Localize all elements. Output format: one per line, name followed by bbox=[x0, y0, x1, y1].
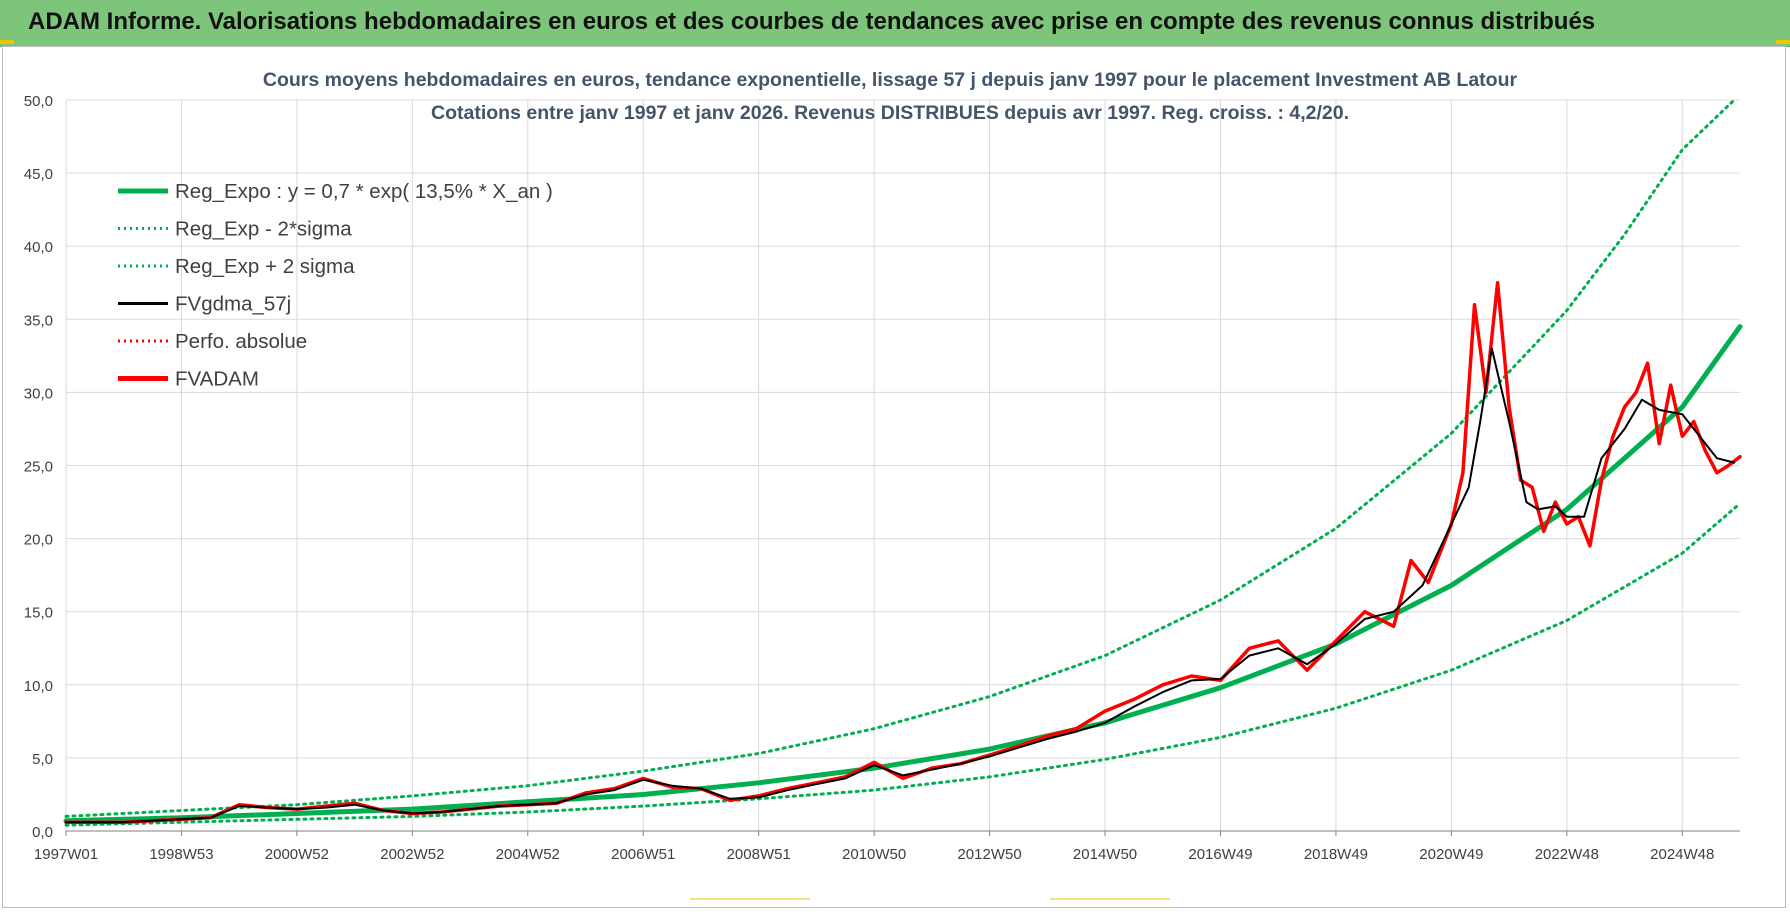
x-tick-label: 2018W49 bbox=[1304, 846, 1368, 863]
x-tick-label: 2000W52 bbox=[265, 846, 329, 863]
x-tick-label: 2012W50 bbox=[957, 846, 1021, 863]
x-tick-label: 2002W52 bbox=[380, 846, 444, 863]
report-header: ADAM Informe. Valorisations hebdomadaire… bbox=[0, 0, 1790, 47]
bottom-marker-1 bbox=[690, 898, 810, 900]
y-tick-label: 40,0 bbox=[24, 239, 53, 256]
y-tick-label: 0,0 bbox=[32, 824, 53, 841]
x-tick-label: 2020W49 bbox=[1419, 846, 1483, 863]
y-tick-label: 35,0 bbox=[24, 312, 53, 329]
corner-marker-right bbox=[1776, 40, 1790, 44]
y-tick-label: 50,0 bbox=[24, 93, 53, 110]
chart-subtitle: Cotations entre janv 1997 et janv 2026. … bbox=[431, 102, 1349, 124]
legend-label: FVgdma_57j bbox=[175, 293, 291, 316]
series-reg-expo bbox=[63, 324, 1743, 824]
series-fvgdma-57j bbox=[65, 347, 1736, 824]
chart-title: Cours moyens hebdomadaires en euros, ten… bbox=[263, 69, 1518, 91]
legend-label: Reg_Exp + 2 sigma bbox=[175, 255, 355, 278]
grid bbox=[65, 99, 1740, 832]
y-tick-label: 30,0 bbox=[24, 385, 53, 402]
x-tick-label: 2016W49 bbox=[1188, 846, 1252, 863]
corner-marker-left bbox=[0, 40, 14, 44]
legend-label: FVADAM bbox=[175, 368, 259, 391]
x-tick-label: 2004W52 bbox=[496, 846, 560, 863]
series-reg-exp-2-sigma bbox=[64, 98, 1736, 818]
report-title: ADAM Informe. Valorisations hebdomadaire… bbox=[28, 8, 1596, 35]
x-tick-label: 2010W50 bbox=[842, 846, 906, 863]
axes: 0,0 5,0 10,0 15,0 20,0 25,0 30,0 35,0 40,0 45,0 50… bbox=[24, 93, 1740, 863]
x-tick-label: 2024W48 bbox=[1650, 846, 1714, 863]
legend-label: Perfo. absolue bbox=[175, 330, 307, 353]
series-reg-exp-2-sigma bbox=[64, 502, 1742, 827]
bottom-marker-2 bbox=[1050, 898, 1170, 900]
curves bbox=[63, 98, 1743, 827]
y-tick-label: 5,0 bbox=[32, 751, 53, 768]
legend-label: Reg_Exp - 2*sigma bbox=[175, 218, 352, 241]
x-tick-label: 1997W01 bbox=[34, 846, 98, 863]
chart-area: 0,0 5,0 10,0 15,0 20,0 25,0 30,0 35,0 40,0 45,0 50… bbox=[24, 69, 1743, 863]
y-tick-label: 15,0 bbox=[24, 605, 53, 622]
legend: Reg_Expo : y = 0,7 * exp( 13,5% * X_an )… bbox=[118, 180, 553, 391]
y-tick-label: 25,0 bbox=[24, 459, 53, 476]
x-tick-label: 2008W51 bbox=[727, 846, 791, 863]
x-tick-label: 2014W50 bbox=[1073, 846, 1137, 863]
y-tick-label: 45,0 bbox=[24, 166, 53, 183]
legend-label: Reg_Expo : y = 0,7 * exp( 13,5% * X_an ) bbox=[175, 180, 553, 203]
chart-frame bbox=[2, 46, 1786, 908]
x-tick-label: 2006W51 bbox=[611, 846, 675, 863]
x-tick-label: 1998W53 bbox=[149, 846, 213, 863]
y-tick-label: 20,0 bbox=[24, 532, 53, 549]
y-tick-label: 10,0 bbox=[24, 678, 53, 695]
x-tick-label: 2022W48 bbox=[1535, 846, 1599, 863]
